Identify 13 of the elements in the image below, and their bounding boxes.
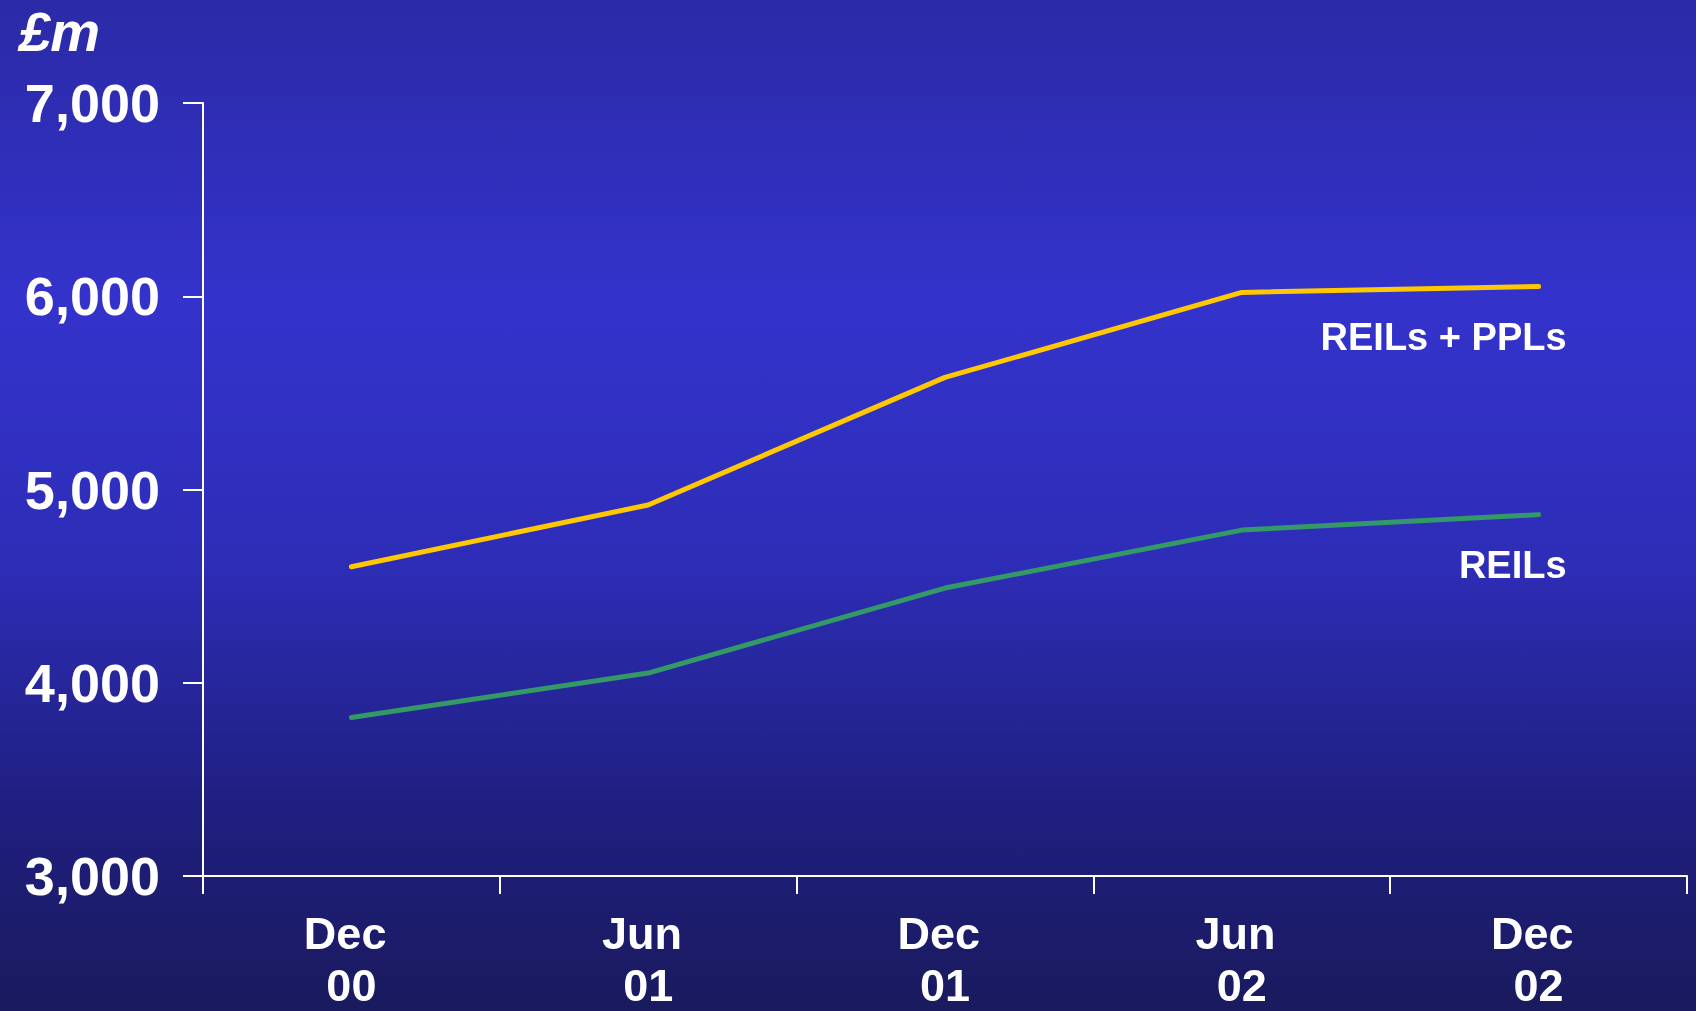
y-axis-title: £m: [17, 0, 100, 63]
y-tick-label: 5,000: [24, 459, 160, 520]
x-tick-label: Dec 01: [897, 907, 993, 1011]
x-tick-label: Jun 02: [1195, 907, 1289, 1011]
x-tick-label: Dec 02: [1491, 907, 1587, 1011]
x-tick-label: Dec 00: [303, 907, 399, 1011]
y-tick-label: 4,000: [24, 652, 160, 713]
x-tick-label: Jun 01: [601, 907, 695, 1011]
y-tick-label: 7,000: [24, 73, 160, 133]
series-label: REILs + PPLs: [1320, 315, 1567, 358]
y-tick-label: 6,000: [24, 266, 160, 327]
series-label: REILs: [1458, 543, 1567, 586]
y-tick-label: 3,000: [24, 846, 160, 906]
